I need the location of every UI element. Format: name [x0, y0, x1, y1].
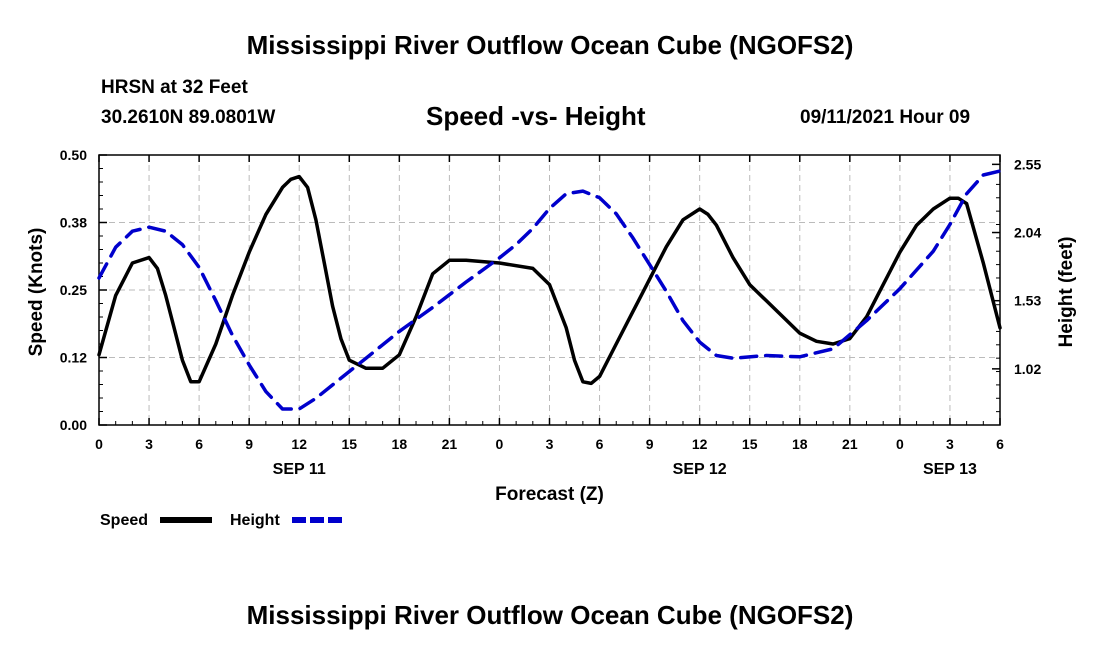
x-tick-label: 0	[896, 436, 904, 452]
station-label: HRSN at 32 Feet	[101, 77, 248, 98]
y-tick-label: 0.12	[60, 350, 87, 366]
plot-frame	[98, 154, 1001, 426]
y-axis-title: Speed (Knots)	[26, 228, 47, 357]
station-coordinates: 30.2610N 89.0801W	[101, 107, 276, 128]
date-label: SEP 12	[673, 461, 727, 478]
x-tick-label: 6	[195, 436, 203, 452]
x-tick-label: 15	[341, 436, 357, 452]
grid-layer	[99, 155, 1000, 425]
x-tick-label: 6	[996, 436, 1004, 452]
y2-tick-label: 2.55	[1014, 156, 1041, 172]
x-tick-label: 3	[946, 436, 954, 452]
x-tick-label: 0	[95, 436, 103, 452]
x-tick-label: 21	[442, 436, 458, 452]
x-tick-label: 12	[291, 436, 307, 452]
y2-tick-label: 1.53	[1014, 293, 1041, 309]
legend-layer: Speed Height	[100, 512, 342, 529]
forecast-datetime: 09/11/2021 Hour 09	[800, 107, 971, 128]
y-tick-label: 0.50	[60, 147, 87, 163]
date-label: SEP 13	[923, 461, 977, 478]
axis-layer	[98, 154, 1001, 426]
chart-subtitle: Speed -vs- Height	[426, 101, 646, 131]
y2-axis-title: Height (feet)	[1056, 237, 1077, 348]
label-layer: 0 3 6 9 12 15 18 21 0 3 6 9 12 15 18 21 0 3 6 0.00 0.12 0.25 0…	[26, 147, 1077, 505]
x-tick-label: 3	[145, 436, 153, 452]
x-tick-label: 15	[742, 436, 758, 452]
series-layer	[97, 169, 1002, 411]
y2-tick-label: 1.02	[1014, 361, 1041, 377]
legend-speed-label: Speed	[100, 512, 148, 529]
x-tick-label: 3	[546, 436, 554, 452]
legend-height-label: Height	[230, 512, 280, 529]
x-tick-label: 12	[692, 436, 708, 452]
x-tick-label: 9	[245, 436, 253, 452]
x-tick-label: 18	[392, 436, 408, 452]
series-line-height	[97, 169, 1002, 411]
chart-title-top: Mississippi River Outflow Ocean Cube (NG…	[246, 30, 854, 60]
x-tick-label: 0	[496, 436, 504, 452]
x-tick-label: 9	[646, 436, 654, 452]
x-tick-label: 6	[596, 436, 604, 452]
x-tick-label: 18	[792, 436, 808, 452]
x-axis-title: Forecast (Z)	[495, 484, 604, 505]
y2-tick-label: 2.04	[1014, 225, 1041, 241]
y-tick-label: 0.38	[60, 215, 87, 231]
x-tick-label: 21	[842, 436, 858, 452]
y-tick-label: 0.00	[60, 417, 87, 433]
chart-title-bottom: Mississippi River Outflow Ocean Cube (NG…	[246, 600, 854, 630]
date-label: SEP 11	[273, 461, 326, 478]
y-tick-label: 0.25	[60, 282, 87, 298]
